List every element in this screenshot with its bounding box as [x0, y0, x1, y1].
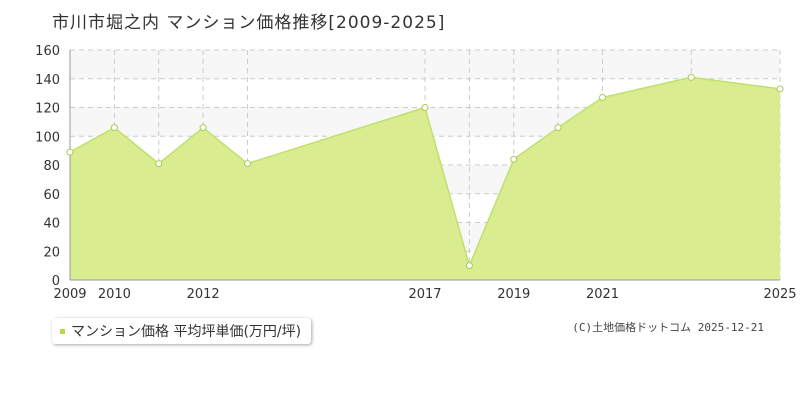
data-point	[599, 93, 606, 101]
series-line	[69, 76, 781, 268]
x-tick-label: 2017	[408, 287, 441, 302]
x-tick-label: 2012	[187, 287, 220, 302]
data-point	[465, 262, 473, 270]
x-tick-label: 2010	[98, 287, 131, 302]
y-tick-label: 80	[43, 159, 60, 174]
data-point	[110, 124, 118, 132]
data-point	[421, 104, 429, 111]
y-tick-label: 0	[52, 274, 60, 289]
data-point	[510, 155, 518, 163]
y-tick-label: 140	[35, 73, 60, 88]
y-tick-label: 40	[43, 217, 60, 232]
data-point	[66, 148, 74, 156]
x-tick-label: 2021	[586, 287, 619, 302]
chart-title: 市川市堀之内 マンション価格推移[2009-2025]	[52, 13, 446, 33]
y-tick-label: 60	[43, 188, 60, 203]
legend: マンション価格 平均坪単価(万円/坪)	[52, 318, 312, 344]
y-tick-label: 100	[35, 130, 60, 145]
legend-swatch	[60, 328, 65, 334]
copyright-text: (C)土地価格ドットコム 2025-12-21	[572, 321, 764, 334]
data-point	[554, 124, 562, 132]
x-tick-label: 2025	[763, 287, 796, 302]
data-point	[244, 160, 251, 168]
data-point	[199, 124, 207, 132]
y-tick-label: 160	[35, 44, 60, 59]
data-point	[776, 85, 784, 93]
data-point	[687, 73, 695, 81]
x-tick-label: 2019	[497, 287, 530, 302]
data-point	[155, 160, 163, 168]
legend-label: マンション価格 平均坪単価(万円/坪)	[71, 324, 302, 340]
x-tick-label: 2009	[53, 287, 86, 302]
y-tick-label: 20	[43, 245, 60, 260]
y-tick-label: 120	[35, 102, 60, 117]
series-area	[70, 77, 780, 280]
